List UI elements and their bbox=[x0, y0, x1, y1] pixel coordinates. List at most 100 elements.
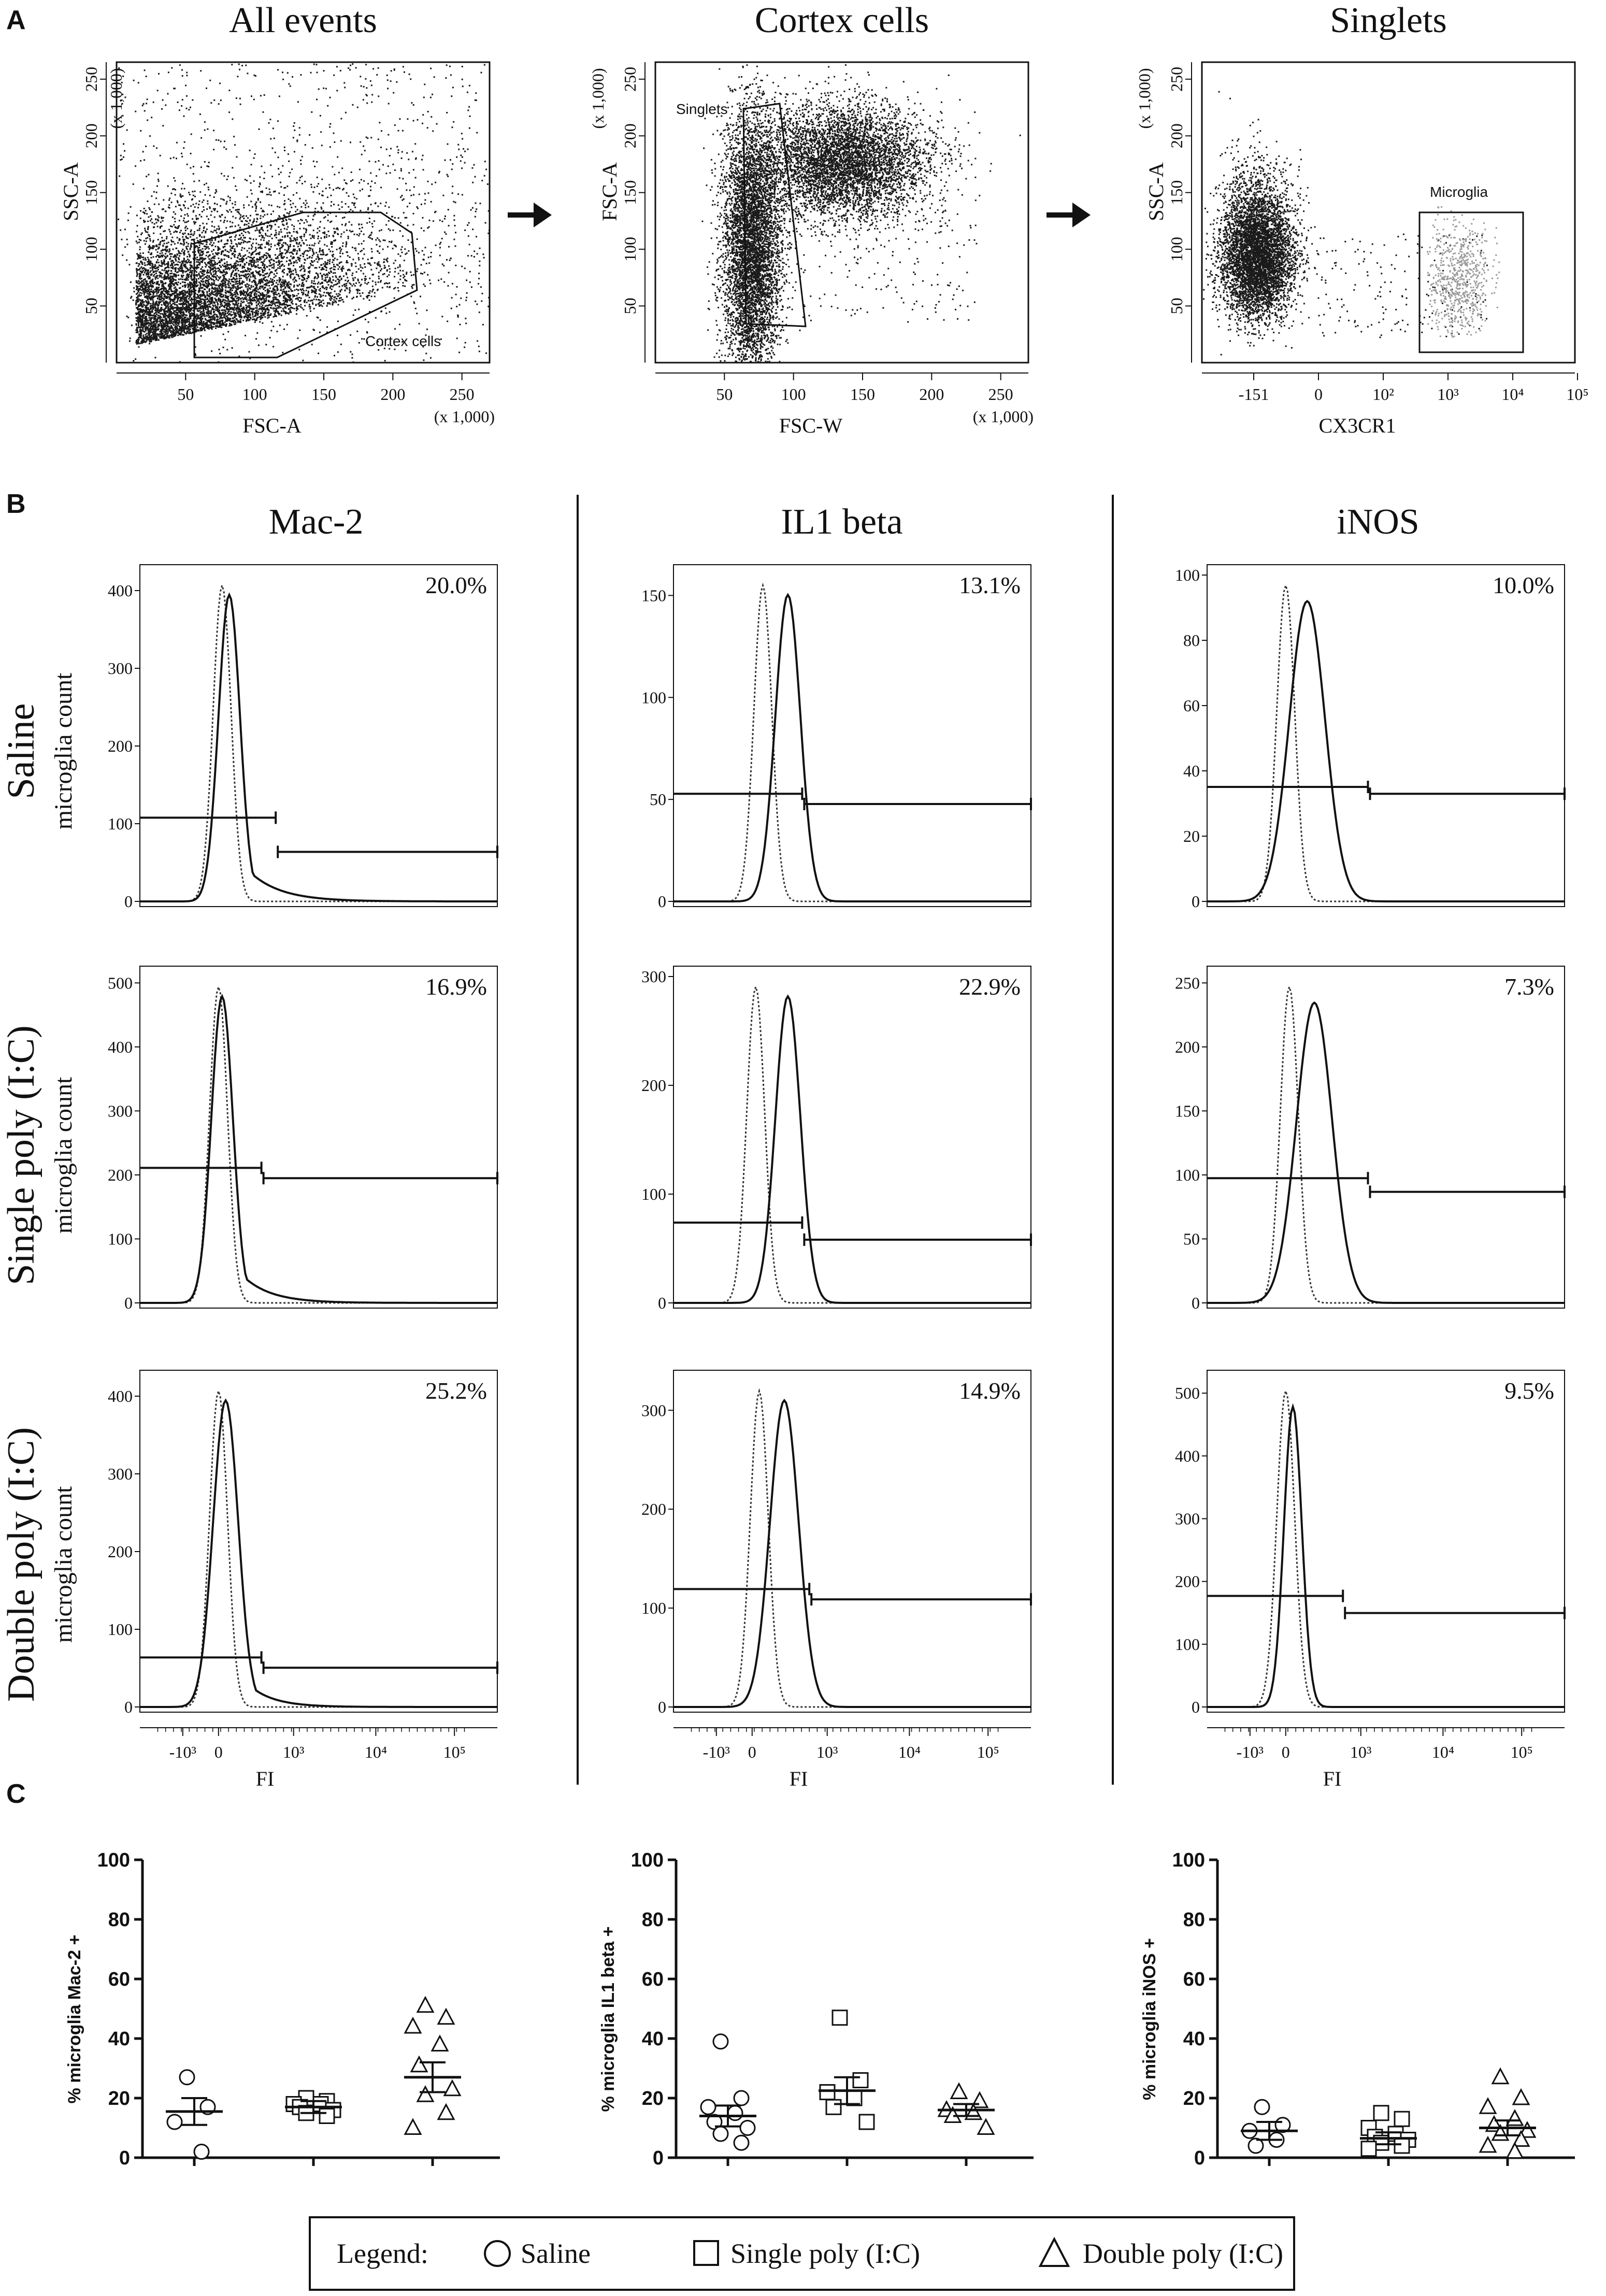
x-tick-label: 10³ bbox=[816, 1743, 838, 1761]
ylabel-row-1: microglia count bbox=[50, 672, 77, 829]
y-tick-label: 0 bbox=[1192, 1698, 1200, 1716]
panel-b-histograms: Mac-2 IL1 beta iNOS Saline Single poly (… bbox=[0, 495, 1566, 1790]
histogram-frame bbox=[1207, 966, 1565, 1309]
x-tick-label: 10³ bbox=[1437, 385, 1459, 404]
y-tick-label: 40 bbox=[108, 2028, 130, 2050]
y-axis-label: % microglia iNOS + bbox=[1140, 1938, 1159, 2100]
y-tick-label: 100 bbox=[82, 237, 101, 262]
data-point-triangle bbox=[416, 1996, 435, 2013]
data-point-triangle bbox=[404, 2016, 422, 2034]
x-tick-label: 250 bbox=[450, 385, 475, 404]
y-tick-label: 100 bbox=[621, 237, 639, 262]
y-tick-label: 100 bbox=[108, 1229, 133, 1248]
y-tick-label: 300 bbox=[641, 1401, 666, 1419]
gating-plot-1: All events 50 100 150 200 250 50 100 150 200 250 FS… bbox=[59, 1, 495, 437]
y-multiplier: (x 1,000) bbox=[1135, 68, 1154, 128]
data-point-triangle bbox=[1479, 2135, 1497, 2153]
x-tick-label: -10³ bbox=[703, 1743, 730, 1761]
y-multiplier: (x 1,000) bbox=[589, 68, 607, 128]
y-tick-label: 80 bbox=[1183, 1909, 1205, 1931]
y-tick-label: 300 bbox=[108, 1101, 133, 1120]
y-tick-label: 0 bbox=[653, 2147, 664, 2169]
x-tick-label: 10² bbox=[1372, 385, 1394, 404]
y-tick-label: 250 bbox=[1167, 67, 1186, 92]
x-axis-label: FI bbox=[1323, 1767, 1342, 1790]
percent-positive: 20.0% bbox=[425, 572, 487, 598]
data-point-square bbox=[831, 2010, 848, 2026]
x-tick-label: 10⁴ bbox=[365, 1743, 387, 1761]
y-tick-label: 80 bbox=[642, 1909, 664, 1931]
y-tick-label: 250 bbox=[621, 67, 639, 92]
singlets-gate bbox=[742, 103, 807, 327]
y-tick-label: 200 bbox=[621, 123, 639, 148]
percent-positive: 9.5% bbox=[1504, 1377, 1554, 1404]
x-tick-label: 10⁵ bbox=[1511, 1743, 1533, 1761]
arrow-right-icon bbox=[508, 203, 552, 227]
x-tick-label: 10³ bbox=[283, 1743, 305, 1761]
y-tick-label: 200 bbox=[641, 1076, 666, 1095]
x-tick-label: 250 bbox=[988, 385, 1013, 404]
stained-histogram-line bbox=[140, 994, 497, 1304]
x-axis-label: FI bbox=[256, 1767, 275, 1790]
x-tick-label: 0 bbox=[1282, 1743, 1290, 1761]
y-tick-label: 20 bbox=[1183, 827, 1200, 845]
event-dots bbox=[118, 63, 490, 363]
x-axis-label: FSC-A bbox=[242, 414, 301, 437]
y-tick-label: 40 bbox=[642, 2028, 664, 2050]
panel-a-flow-gating: All events 50 100 150 200 250 50 100 150 200 250 FS… bbox=[59, 1, 1589, 437]
histogram-r3-c1: 0 100 200 300 400 25.2% -10³ 0 10³ 10⁴ 10⁵ FI bbox=[108, 1370, 498, 1790]
x-tick-label: 200 bbox=[919, 385, 944, 404]
histogram-r3-c2: 0 100 200 300 14.9% -10³ 0 10³ 10⁴ 10⁵ FI bbox=[641, 1370, 1032, 1790]
panel-letter-a: A bbox=[6, 5, 26, 35]
stained-histogram-line bbox=[140, 592, 497, 902]
scatter-plot-3: 0 20 40 60 80 100 % microglia iNOS + bbox=[1140, 1849, 1575, 2169]
x-tick-label: 0 bbox=[214, 1743, 223, 1761]
row-title-double: Double poly (I:C) bbox=[0, 1427, 42, 1702]
data-point-triangle bbox=[1512, 2130, 1530, 2147]
histogram-frame bbox=[673, 564, 1031, 907]
stained-histogram-line bbox=[673, 1398, 1031, 1708]
y-tick-label: 100 bbox=[1175, 1635, 1200, 1654]
gating-plot-3: Singlets 50 100 150 200 250 -151 0 10² 10³ 10⁴ 10⁵ C… bbox=[1135, 1, 1589, 437]
data-point-circle bbox=[733, 2134, 750, 2151]
percent-positive: 10.0% bbox=[1493, 572, 1554, 598]
y-axis-label: SSC-A bbox=[59, 162, 82, 221]
y-tick-label: 200 bbox=[1175, 1572, 1200, 1591]
y-tick-label: 80 bbox=[108, 1909, 130, 1931]
y-tick-label: 80 bbox=[1183, 631, 1200, 650]
data-point-circle bbox=[166, 2114, 183, 2130]
y-tick-label: 250 bbox=[1175, 973, 1200, 992]
y-tick-label: 0 bbox=[1192, 892, 1200, 911]
legend-triangle-icon bbox=[1038, 2236, 1070, 2267]
y-tick-label: 0 bbox=[124, 892, 133, 911]
y-tick-label: 200 bbox=[108, 1166, 133, 1184]
microglia-gate bbox=[1418, 211, 1524, 353]
histogram-frame bbox=[1207, 564, 1565, 907]
percent-positive: 22.9% bbox=[959, 973, 1021, 1000]
x-tick-label: 10⁵ bbox=[977, 1743, 999, 1761]
x-tick-label: -10³ bbox=[169, 1743, 196, 1761]
data-point-triangle bbox=[1505, 2109, 1524, 2126]
y-tick-label: 300 bbox=[108, 1465, 133, 1483]
x-tick-label: 50 bbox=[177, 385, 194, 404]
x-tick-label: -10³ bbox=[1237, 1743, 1264, 1761]
legend-square-icon bbox=[693, 2240, 719, 2266]
y-tick-label: 0 bbox=[124, 1294, 133, 1312]
y-tick-label: 100 bbox=[641, 1599, 666, 1617]
histogram-frame bbox=[139, 564, 498, 907]
cortex-cells-gate bbox=[193, 211, 418, 358]
scatter-plot-1: 0 20 40 60 80 100 % microglia Mac-2 + bbox=[65, 1849, 500, 2169]
panel-letter-c: C bbox=[6, 1779, 26, 1809]
data-point-triangle bbox=[437, 2007, 455, 2025]
data-point-circle bbox=[700, 2099, 716, 2115]
x-tick-label: 10⁵ bbox=[443, 1743, 466, 1761]
histogram-frame bbox=[1207, 1370, 1565, 1713]
data-point-square bbox=[819, 2084, 836, 2100]
data-point-square bbox=[1373, 2105, 1389, 2121]
y-tick-label: 100 bbox=[97, 1849, 130, 1871]
arrow-head bbox=[1072, 203, 1091, 227]
column-title-il1beta: IL1 beta bbox=[781, 502, 902, 542]
y-tick-label: 0 bbox=[124, 1698, 133, 1716]
y-tick-label: 50 bbox=[621, 298, 639, 314]
